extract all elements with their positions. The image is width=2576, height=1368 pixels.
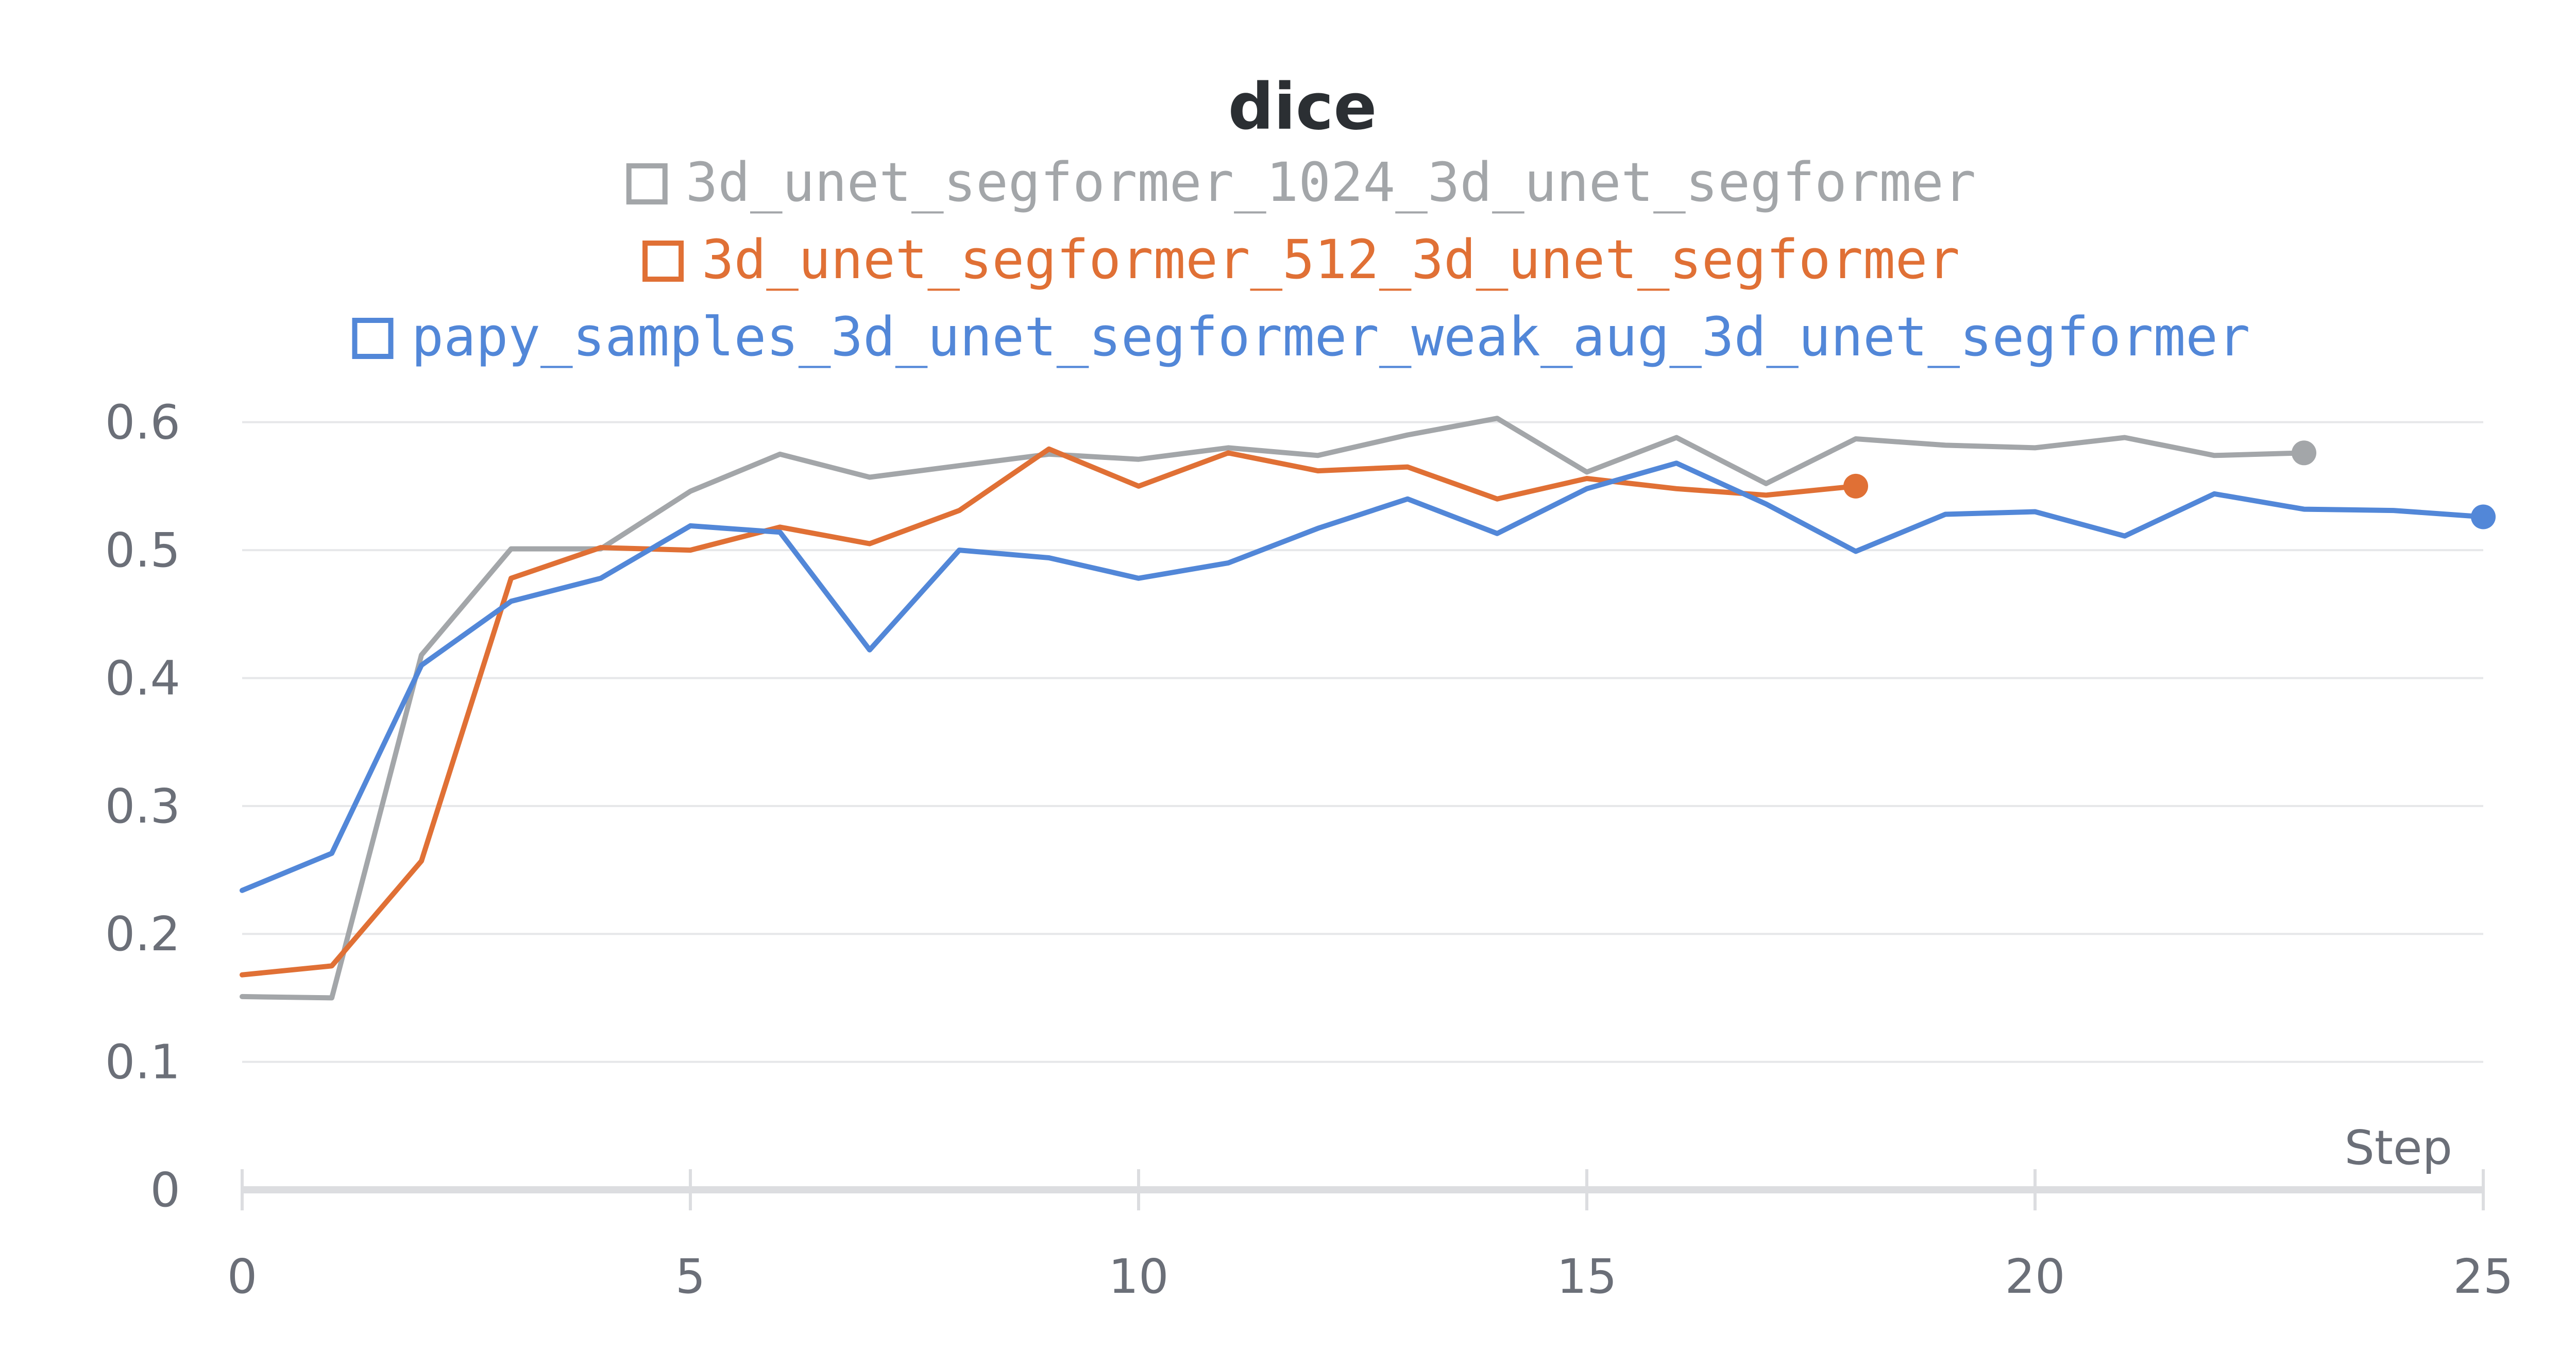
legend-item[interactable]: papy_samples_3d_unet_segformer_weak_aug_… [352, 305, 2250, 368]
series-end-point [2471, 504, 2496, 529]
x-tick-label: 0 [227, 1249, 258, 1304]
x-tick-label: 5 [675, 1249, 706, 1304]
legend-label: 3d_unet_segformer_1024_3d_unet_segformer [686, 151, 1976, 214]
legend-swatch-icon [352, 318, 394, 359]
legend-swatch-icon [642, 241, 684, 282]
legend-item[interactable]: 3d_unet_segformer_1024_3d_unet_segformer [626, 151, 1976, 214]
chart-title: dice [1228, 70, 1377, 144]
y-tick-label: 0.6 [105, 395, 180, 450]
gridlines: 0 0.1 0.2 0.3 0.4 0.5 0.6 [105, 395, 2483, 1218]
legend-swatch-icon [626, 163, 668, 204]
y-tick-label: 0 [150, 1162, 180, 1218]
legend-item[interactable]: 3d_unet_segformer_512_3d_unet_segformer [642, 228, 1960, 291]
legend-label: 3d_unet_segformer_512_3d_unet_segformer [702, 228, 1960, 291]
series-line [240, 416, 2307, 1001]
x-tick-label: 25 [2453, 1249, 2513, 1304]
x-tick-label: 15 [1556, 1249, 1617, 1304]
y-tick-label: 0.3 [105, 779, 180, 834]
series-line [240, 460, 2486, 893]
legend: 3d_unet_segformer_1024_3d_unet_segformer… [352, 151, 2250, 368]
y-tick-label: 0.4 [105, 651, 180, 706]
series-end-point [1843, 473, 1868, 499]
series-line [240, 446, 1858, 978]
x-tick-label: 20 [2005, 1249, 2065, 1304]
y-tick-label: 0.5 [105, 523, 180, 578]
x-tick-label: 10 [1108, 1249, 1168, 1304]
series-layer [240, 416, 2496, 1001]
legend-label: papy_samples_3d_unet_segformer_weak_aug_… [412, 305, 2250, 368]
x-axis-label: Step [2345, 1120, 2452, 1175]
y-tick-label: 0.1 [105, 1035, 180, 1090]
y-tick-label: 0.2 [105, 907, 180, 962]
axes: 0 5 10 15 20 25 [227, 1169, 2514, 1304]
series-end-point [2292, 440, 2316, 466]
